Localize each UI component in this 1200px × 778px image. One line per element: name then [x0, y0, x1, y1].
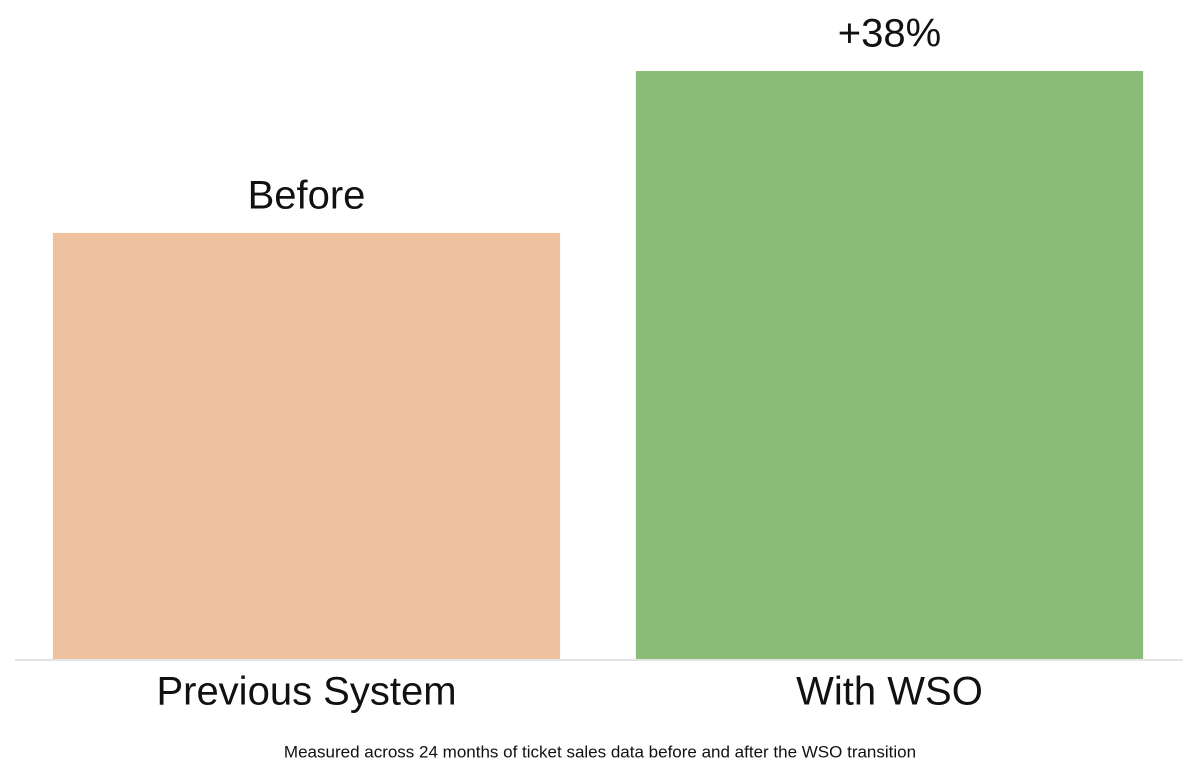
- x-tick-label: Previous System: [156, 670, 456, 714]
- x-tick-label: With WSO: [796, 670, 983, 714]
- bar: [52, 232, 561, 660]
- footnote: Measured across 24 months of ticket sale…: [284, 742, 916, 761]
- bar: [635, 71, 1144, 659]
- bar-annotation: Before: [248, 173, 366, 217]
- bar-annotation: +38%: [838, 12, 941, 56]
